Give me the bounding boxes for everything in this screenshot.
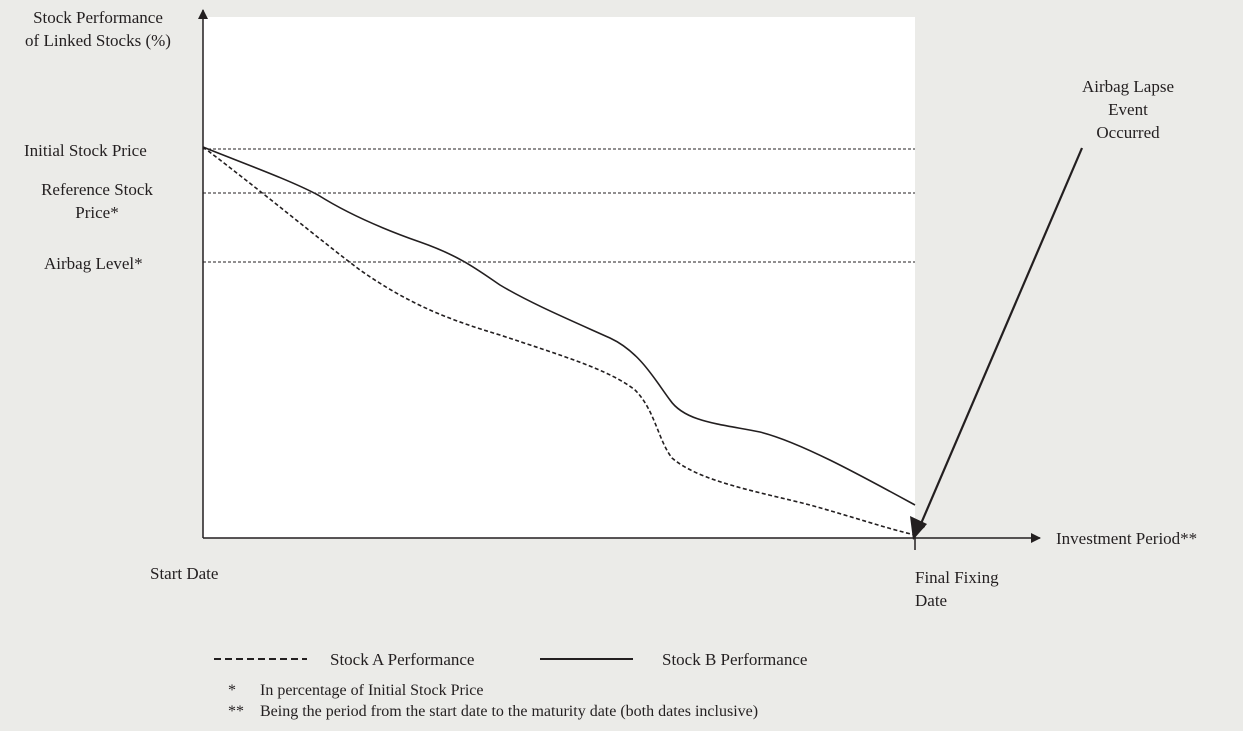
airbag-lapse-arrowhead: [910, 516, 927, 540]
y-axis-label-line-1: Stock Performance: [33, 8, 163, 27]
x-axis-label: Investment Period**: [1056, 529, 1198, 548]
y-axis-label-line-2: of Linked Stocks (%): [25, 31, 171, 50]
plot-area: [203, 17, 915, 538]
footnote-2-mark: **: [228, 703, 244, 720]
footnote-1-mark: *: [228, 682, 236, 699]
airbag-lapse-annotation: Airbag Lapse Event Occurred: [1058, 75, 1198, 144]
airbag-lapse-line-1: Airbag Lapse: [1081, 77, 1175, 96]
initial-price-label: Initial Stock Price: [24, 141, 147, 160]
final-fixing-date-line-2: Date: [915, 591, 948, 610]
airbag-lapse-line-3: Occurred: [1096, 123, 1160, 142]
footnote-1: * In percentage of Initial Stock Price: [228, 681, 483, 701]
reference-price-label-line-1: Reference Stock: [41, 180, 153, 199]
stock-a-curve: [202, 146, 916, 536]
start-date-label: Start Date: [150, 564, 219, 583]
legend-label-stock-b: Stock B Performance: [662, 650, 808, 669]
stock-b-curve: [202, 146, 916, 506]
y-axis-label: Stock Performance of Linked Stocks (%): [0, 6, 196, 52]
airbag-lapse-arrow: [915, 147, 1084, 534]
legend-label-stock-a: Stock A Performance: [330, 650, 475, 669]
airbag-level-label: Airbag Level*: [44, 254, 143, 273]
footnote-2: ** Being the period from the start date t…: [228, 702, 758, 722]
footnote-1-text: In percentage of Initial Stock Price: [260, 682, 484, 699]
final-fixing-date-label: Final Fixing Date: [915, 566, 999, 612]
footnote-2-text: Being the period from the start date to …: [260, 703, 759, 720]
airbag-lapse-line-2: Event: [1108, 100, 1148, 119]
reference-price-label-line-2: Price*: [75, 203, 119, 222]
reference-price-label: Reference Stock Price*: [22, 178, 172, 224]
final-fixing-date-line-1: Final Fixing: [915, 568, 999, 587]
